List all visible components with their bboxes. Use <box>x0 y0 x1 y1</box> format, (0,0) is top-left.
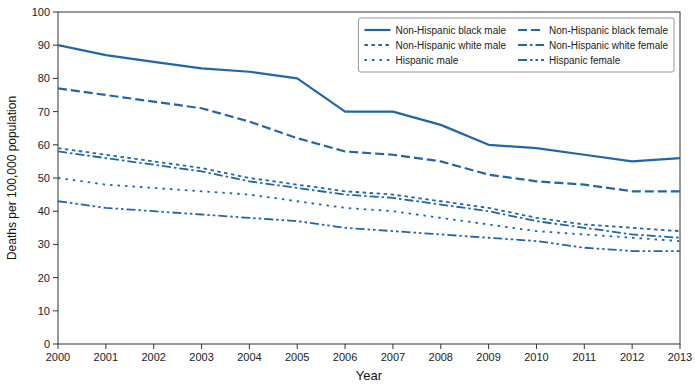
x-tick-label: 2010 <box>524 351 548 363</box>
x-tick <box>249 344 250 349</box>
x-tick <box>440 344 441 349</box>
y-tick-label: 10 <box>38 305 50 317</box>
series-line <box>58 178 680 241</box>
x-tick-label: 2006 <box>333 351 357 363</box>
x-tick-label: 2004 <box>237 351 261 363</box>
legend-label: Non-Hispanic black male <box>395 25 506 36</box>
x-tick-label: 2003 <box>189 351 213 363</box>
y-tick <box>53 144 58 145</box>
chart: 0 10 20 30 40 50 60 70 80 90 100 2000 2001 2002 2003 20… <box>0 0 695 388</box>
legend-label: Non-Hispanic white male <box>395 40 506 51</box>
x-tick-label: 2013 <box>668 351 692 363</box>
legend-swatch <box>518 29 544 31</box>
y-tick <box>53 111 58 112</box>
x-tick-label: 2008 <box>429 351 453 363</box>
x-tick <box>201 344 202 349</box>
legend-swatch <box>518 44 544 46</box>
y-tick <box>53 12 58 13</box>
series-line <box>58 151 680 237</box>
x-tick <box>345 344 346 349</box>
y-tick <box>53 78 58 79</box>
legend-swatch <box>364 29 390 31</box>
x-tick-label: 2002 <box>141 351 165 363</box>
legend-swatch <box>364 44 390 46</box>
y-tick <box>53 310 58 311</box>
y-tick <box>53 178 58 179</box>
x-tick-label: 2009 <box>476 351 500 363</box>
x-tick <box>584 344 585 349</box>
y-tick <box>53 211 58 212</box>
series-line <box>58 148 680 231</box>
y-tick <box>53 45 58 46</box>
y-tick-label: 100 <box>32 6 50 18</box>
x-tick <box>153 344 154 349</box>
y-tick-label: 20 <box>38 272 50 284</box>
x-tick <box>105 344 106 349</box>
plot-area <box>58 45 680 251</box>
x-tick-label: 2011 <box>572 351 596 363</box>
legend: Non-Hispanic black male Non-Hispanic blac… <box>358 18 674 72</box>
plot-frame <box>58 12 680 344</box>
x-tick <box>58 344 59 349</box>
series-line <box>58 88 680 191</box>
x-tick <box>392 344 393 349</box>
y-tick-label: 70 <box>38 106 50 118</box>
x-tick-label: 2007 <box>381 351 405 363</box>
legend-label: Non-Hispanic white female <box>549 40 668 51</box>
legend-swatch <box>364 59 390 61</box>
x-tick <box>680 344 681 349</box>
y-tick-label: 90 <box>38 39 50 51</box>
y-tick-label: 0 <box>44 338 50 350</box>
y-tick-label: 30 <box>38 238 50 250</box>
x-tick <box>297 344 298 349</box>
legend-label: Non-Hispanic black female <box>549 25 668 36</box>
y-tick-label: 40 <box>38 205 50 217</box>
y-tick-label: 50 <box>38 172 50 184</box>
y-tick-label: 60 <box>38 139 50 151</box>
x-tick-label: 2000 <box>46 351 70 363</box>
y-tick <box>53 244 58 245</box>
x-tick <box>632 344 633 349</box>
x-tick-label: 2005 <box>285 351 309 363</box>
x-tick-label: 2012 <box>620 351 644 363</box>
y-tick <box>53 277 58 278</box>
y-axis-label: Deaths per 100,000 population <box>5 96 19 260</box>
y-tick-label: 80 <box>38 72 50 84</box>
x-tick <box>488 344 489 349</box>
x-tick <box>536 344 537 349</box>
x-tick-label: 2001 <box>94 351 118 363</box>
legend-box <box>358 18 674 72</box>
y-tick <box>53 344 58 345</box>
series-line <box>58 201 680 251</box>
x-axis-label: Year <box>356 368 383 383</box>
legend-label: Hispanic male <box>395 55 458 66</box>
legend-swatch <box>518 59 544 61</box>
legend-label: Hispanic female <box>549 55 621 66</box>
